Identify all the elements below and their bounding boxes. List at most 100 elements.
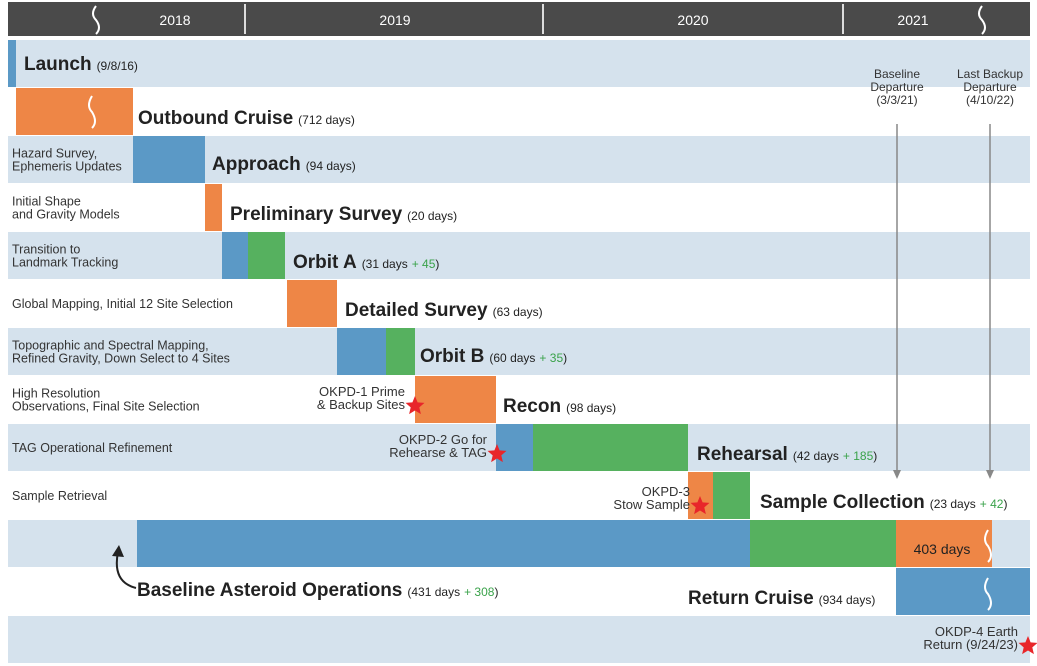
phase-bar xyxy=(16,88,133,135)
phase-bar xyxy=(222,232,248,279)
break-mark xyxy=(984,529,992,563)
activity-label: Initial Shape xyxy=(12,195,81,209)
activity-label: Hazard Survey, xyxy=(12,147,97,161)
phase-title: Launch (9/8/16) xyxy=(24,54,138,75)
phase-bar xyxy=(287,280,337,327)
phase-extra: + 35 xyxy=(539,351,563,365)
phase-detail: (60 days xyxy=(489,351,535,365)
phase-name: Outbound Cruise xyxy=(138,108,293,129)
phase-title: Orbit A (31 days + 45) xyxy=(293,252,439,273)
phase-detail-end: ) xyxy=(873,449,877,463)
phase-bar xyxy=(896,568,1030,615)
phase-name: Baseline Asteroid Operations xyxy=(137,580,402,601)
phase-extra: + 308 xyxy=(464,585,495,599)
phase-bar xyxy=(248,232,285,279)
phase-title: Baseline Asteroid Operations (431 days + 3… xyxy=(137,580,498,601)
phase-detail-end: ) xyxy=(494,585,498,599)
activity-label: Transition to xyxy=(12,243,80,257)
milestone-label: OKPD-3 xyxy=(642,484,690,499)
return-arrowhead xyxy=(112,545,124,557)
row-band xyxy=(8,472,1030,519)
phase-bar xyxy=(688,472,713,519)
phase-detail: (431 days xyxy=(407,585,460,599)
phase-detail: (712 days) xyxy=(298,113,355,127)
activity-label: Ephemeris Updates xyxy=(12,160,122,174)
phase-detail: (98 days) xyxy=(566,401,616,415)
row-band xyxy=(8,616,1030,663)
break-marks xyxy=(92,5,986,35)
row-band xyxy=(8,328,1030,375)
row-band xyxy=(8,376,1030,423)
phase-detail-end: ) xyxy=(435,257,439,271)
departure-arrow xyxy=(893,470,901,479)
phase-detail: (20 days) xyxy=(407,209,457,223)
departure-label: (4/10/22) xyxy=(966,93,1014,107)
phase-bar xyxy=(713,472,750,519)
phase-name: Preliminary Survey xyxy=(230,204,403,225)
phase-title: Approach (94 days) xyxy=(212,154,356,175)
departure-label: Departure xyxy=(963,80,1017,94)
milestone-star xyxy=(405,396,425,415)
phase-detail: (42 days xyxy=(793,449,839,463)
phase-title: Outbound Cruise (712 days) xyxy=(138,108,355,129)
phase-title: Recon (98 days) xyxy=(503,396,616,417)
milestone-star xyxy=(690,496,710,515)
milestone-label: OKPD-1 Prime xyxy=(319,384,405,399)
phase-title: Return Cruise (934 days) xyxy=(688,588,875,609)
phase-name: Sample Collection xyxy=(760,492,925,513)
year-dividers xyxy=(244,4,844,34)
activity-label: and Gravity Models xyxy=(12,208,120,222)
year-label: 2021 xyxy=(897,12,928,28)
milestone-label: & Backup Sites xyxy=(317,397,406,412)
phase-bar xyxy=(133,136,205,183)
departure-label: Baseline xyxy=(874,67,920,81)
row-band xyxy=(8,280,1030,327)
activity-label: Topographic and Spectral Mapping, xyxy=(12,339,209,353)
milestone-label: Rehearse & TAG xyxy=(389,445,487,460)
milestone-label: OKPD-2 Go for xyxy=(399,432,488,447)
phase-detail: (9/8/16) xyxy=(97,59,138,73)
phase-name: Approach xyxy=(212,154,301,175)
phase-extra: + 45 xyxy=(412,257,436,271)
departure-label: Last Backup xyxy=(957,67,1023,81)
phase-bar xyxy=(415,376,496,423)
year-header xyxy=(8,2,1030,36)
milestone-label: Return (9/24/23) xyxy=(923,637,1018,652)
bar-label: 403 days xyxy=(914,541,971,557)
departure-arrow xyxy=(986,470,994,479)
phase-detail: (23 days xyxy=(930,497,976,511)
departure-label: (3/3/21) xyxy=(876,93,917,107)
milestone-label: OKDP-4 Earth xyxy=(935,624,1018,639)
row-band xyxy=(8,232,1030,279)
phase-extra: + 185 xyxy=(843,449,874,463)
activity-label: TAG Operational Refinement xyxy=(12,441,173,455)
phase-name: Rehearsal xyxy=(697,444,788,465)
phase-bar xyxy=(386,328,415,375)
phase-detail: (63 days) xyxy=(493,305,543,319)
row-band xyxy=(8,88,1030,135)
phase-detail: (31 days xyxy=(362,257,408,271)
phase-name: Return Cruise xyxy=(688,588,814,609)
departure-label: Departure xyxy=(870,80,924,94)
phase-name: Orbit B xyxy=(420,346,484,367)
phase-detail: (94 days) xyxy=(306,159,356,173)
phase-bar xyxy=(750,520,896,567)
phase-bar xyxy=(137,520,750,567)
phase-bar xyxy=(533,424,688,471)
phase-detail-end: ) xyxy=(1003,497,1007,511)
phase-title: Preliminary Survey (20 days) xyxy=(230,204,457,225)
phase-bar xyxy=(205,184,222,231)
row-band xyxy=(8,40,1030,87)
row-band xyxy=(8,568,1030,615)
phase-title: Orbit B (60 days + 35) xyxy=(420,346,567,367)
phase-bar xyxy=(8,40,16,87)
phase-title: Sample Collection (23 days + 42) xyxy=(760,492,1007,513)
year-label: 2019 xyxy=(379,12,410,28)
activity-label: Global Mapping, Initial 12 Site Selectio… xyxy=(12,297,233,311)
phase-title: Detailed Survey (63 days) xyxy=(345,300,543,321)
phase-detail: (934 days) xyxy=(819,593,876,607)
phase-name: Launch xyxy=(24,54,92,75)
activity-label: Refined Gravity, Down Select to 4 Sites xyxy=(12,352,230,366)
activity-label: Sample Retrieval xyxy=(12,489,107,503)
